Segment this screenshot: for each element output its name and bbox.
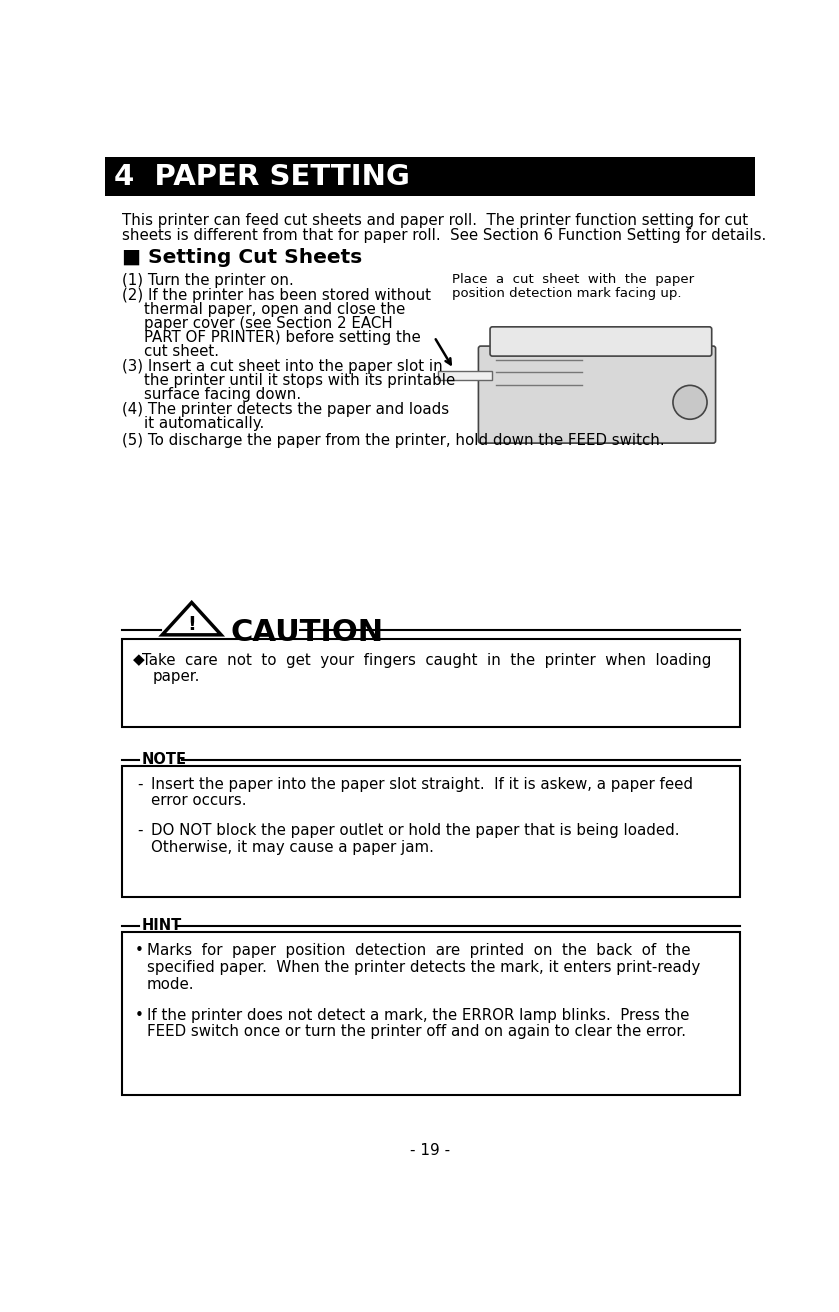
Text: If the printer does not detect a mark, the ERROR lamp blinks.  Press the: If the printer does not detect a mark, t… [147,1008,689,1022]
Text: (2) If the printer has been stored without: (2) If the printer has been stored witho… [122,289,431,303]
Bar [438,371,492,380]
Text: -: - [138,823,143,838]
Text: HINT: HINT [142,918,182,933]
Text: it automatically.: it automatically. [143,416,264,432]
FancyBboxPatch shape [490,327,711,356]
Circle shape [673,386,707,420]
Text: the printer until it stops with its printable: the printer until it stops with its prin… [143,373,455,388]
Text: specified paper.  When the printer detects the mark, it enters print-ready: specified paper. When the printer detect… [147,960,700,975]
FancyBboxPatch shape [478,346,716,443]
Bar [122,639,740,727]
Text: NOTE: NOTE [142,752,187,768]
Text: - 19 -: - 19 - [409,1143,450,1158]
Text: (4) The printer detects the paper and loads: (4) The printer detects the paper and lo… [122,403,449,417]
Bar [105,157,755,195]
Text: Take  care  not  to  get  your  fingers  caught  in  the  printer  when  loading: Take care not to get your fingers caught… [142,652,711,668]
Text: error occurs.: error occurs. [151,794,247,808]
Text: ■ Setting Cut Sheets: ■ Setting Cut Sheets [122,248,362,268]
Text: !: ! [187,614,196,634]
Text: (5) To discharge the paper from the printer, hold down the FEED switch.: (5) To discharge the paper from the prin… [122,433,664,449]
Text: ◆: ◆ [133,652,144,668]
Text: paper cover (see Section 2 EACH: paper cover (see Section 2 EACH [143,316,393,331]
Text: -: - [138,777,143,791]
Text: sheets is different from that for paper roll.  See Section 6 Function Setting fo: sheets is different from that for paper … [122,227,766,243]
Text: cut sheet.: cut sheet. [143,344,219,358]
Text: CAUTION: CAUTION [231,618,383,647]
Text: Otherwise, it may cause a paper jam.: Otherwise, it may cause a paper jam. [151,840,435,854]
Text: FEED switch once or turn the printer off and on again to clear the error.: FEED switch once or turn the printer off… [147,1025,685,1039]
Bar [122,932,740,1096]
Text: surface facing down.: surface facing down. [143,387,300,401]
Text: Marks  for  paper  position  detection  are  printed  on  the  back  of  the: Marks for paper position detection are p… [147,943,690,958]
Polygon shape [162,602,221,635]
Text: position detection mark facing up.: position detection mark facing up. [452,287,681,300]
Text: 4  PAPER SETTING: 4 PAPER SETTING [114,163,410,190]
Text: thermal paper, open and close the: thermal paper, open and close the [143,302,405,318]
Bar [122,766,740,896]
Text: •: • [134,943,143,958]
Text: (3) Insert a cut sheet into the paper slot in: (3) Insert a cut sheet into the paper sl… [122,359,443,374]
Text: Insert the paper into the paper slot straight.  If it is askew, a paper feed: Insert the paper into the paper slot str… [151,777,693,791]
Text: DO NOT block the paper outlet or hold the paper that is being loaded.: DO NOT block the paper outlet or hold th… [151,823,680,838]
Text: Place  a  cut  sheet  with  the  paper: Place a cut sheet with the paper [452,273,694,286]
Text: paper.: paper. [153,669,201,685]
Text: PART OF PRINTER) before setting the: PART OF PRINTER) before setting the [143,329,420,345]
Text: This printer can feed cut sheets and paper roll.  The printer function setting f: This printer can feed cut sheets and pap… [122,213,748,228]
Text: •: • [134,1008,143,1022]
Text: mode.: mode. [147,976,194,992]
Text: (1) Turn the printer on.: (1) Turn the printer on. [122,273,294,287]
